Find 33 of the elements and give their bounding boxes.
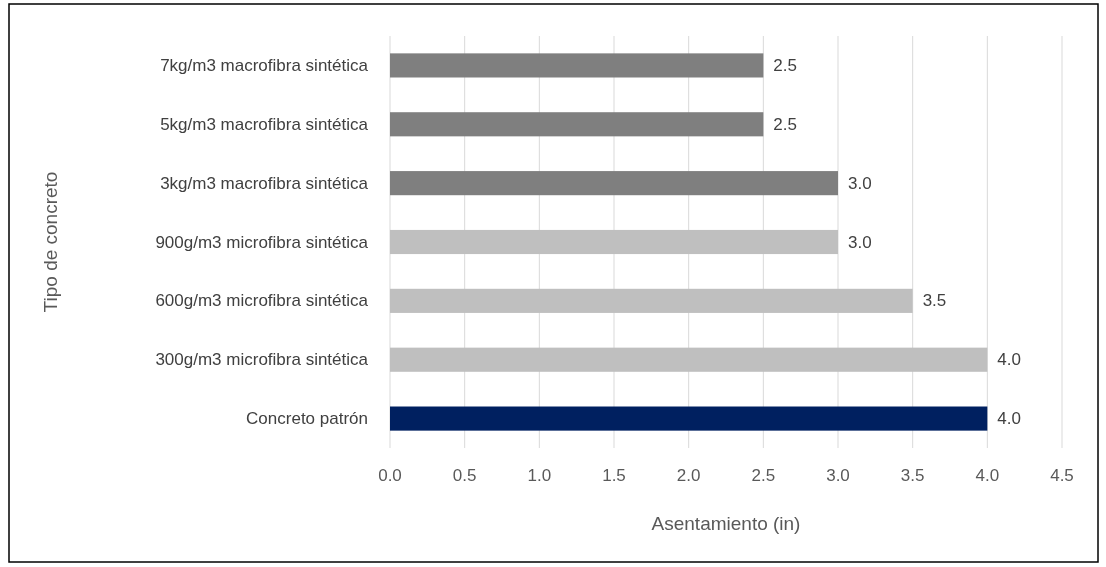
y-tick-label: 300g/m3 microfibra sintética: [155, 350, 369, 370]
y-tick-label: 900g/m3 microfibra sintética: [155, 232, 369, 252]
data-label: 3.5: [922, 291, 947, 311]
bar: [390, 347, 988, 372]
data-label: 2.5: [773, 114, 797, 134]
data-label: 2.5: [773, 55, 797, 75]
x-tick-label: 4.0: [975, 466, 1000, 485]
y-tick-label: 3kg/m3 macrofibra sintética: [160, 173, 369, 193]
bar: [390, 288, 913, 313]
bar: [390, 53, 764, 78]
data-label: 4.0: [997, 350, 1021, 370]
bar: [390, 406, 988, 431]
bar: [390, 112, 764, 137]
x-tick-label: 1.0: [527, 466, 552, 485]
bar: [390, 229, 838, 255]
y-tick-label: Concreto patrón: [246, 409, 368, 429]
x-tick-label: 2.5: [751, 466, 776, 485]
x-tick-label: 4.5: [1050, 466, 1074, 485]
y-tick-label: 600g/m3 microfibra sintética: [155, 291, 369, 311]
x-tick-label: 2.0: [676, 466, 701, 485]
y-tick-label: 5kg/m3 macrofibra sintética: [160, 114, 369, 134]
bar: [390, 171, 838, 196]
x-tick-label: 0.0: [378, 466, 402, 485]
y-axis-title: Tipo de concreto: [40, 171, 61, 313]
data-label: 3.0: [848, 173, 872, 193]
x-tick-label: 3.5: [900, 466, 925, 485]
x-tick-label: 0.5: [452, 466, 477, 485]
y-tick-label: 7kg/m3 macrofibra sintética: [160, 55, 369, 75]
data-label: 4.0: [997, 409, 1021, 429]
x-axis-title: Asentamiento (in): [651, 513, 801, 534]
x-tick-label: 3.0: [826, 466, 850, 485]
x-tick-label: 1.5: [602, 466, 626, 485]
data-label: 3.0: [848, 232, 872, 252]
